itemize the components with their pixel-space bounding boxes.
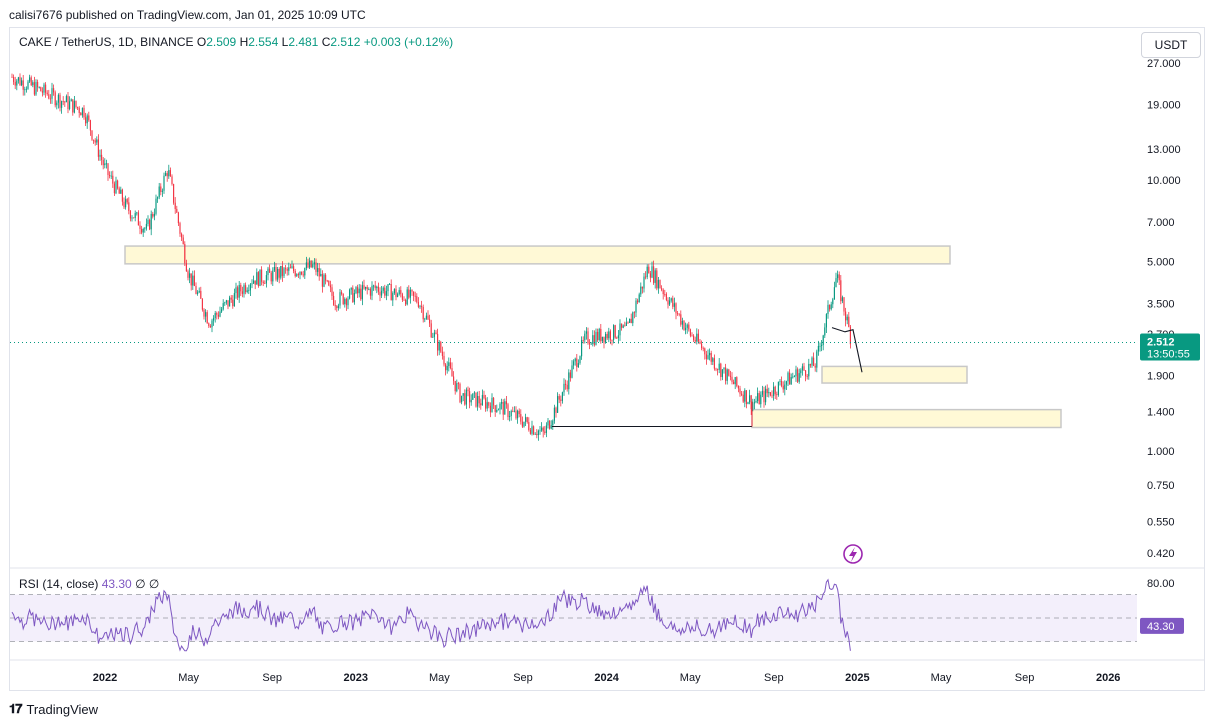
change-value: +0.003 (+0.12%) bbox=[363, 35, 454, 49]
open-value: 2.509 bbox=[206, 35, 237, 49]
close-value: 2.512 bbox=[330, 35, 361, 49]
rsi-legend: RSI (14, close) 43.30 ∅ ∅ bbox=[19, 577, 159, 591]
high-value: 2.554 bbox=[248, 35, 279, 49]
publisher-line: calisi7676 published on TradingView.com,… bbox=[9, 8, 366, 22]
rsi-label: RSI (14, close) bbox=[19, 577, 99, 591]
symbol-legend: CAKE / TetherUS, 1D, BINANCE O2.509 H2.5… bbox=[19, 35, 453, 49]
open-label: O bbox=[196, 35, 207, 49]
symbol-name[interactable]: CAKE / TetherUS, 1D, BINANCE bbox=[19, 35, 194, 49]
footer-brand[interactable]: 𝟏𝟕 TradingView bbox=[9, 701, 98, 717]
chart-frame bbox=[9, 27, 1205, 691]
currency-button[interactable]: USDT bbox=[1141, 32, 1201, 58]
high-label: H bbox=[239, 35, 249, 49]
tradingview-logo-icon: 𝟏𝟕 bbox=[9, 701, 23, 716]
close-label: C bbox=[321, 35, 331, 49]
rsi-extra-1: ∅ bbox=[135, 577, 146, 591]
rsi-value: 43.30 bbox=[101, 577, 132, 591]
low-label: L bbox=[281, 35, 289, 49]
footer-brand-text: TradingView bbox=[26, 701, 99, 717]
low-value: 2.481 bbox=[288, 35, 319, 49]
rsi-extra-2: ∅ bbox=[148, 577, 160, 591]
